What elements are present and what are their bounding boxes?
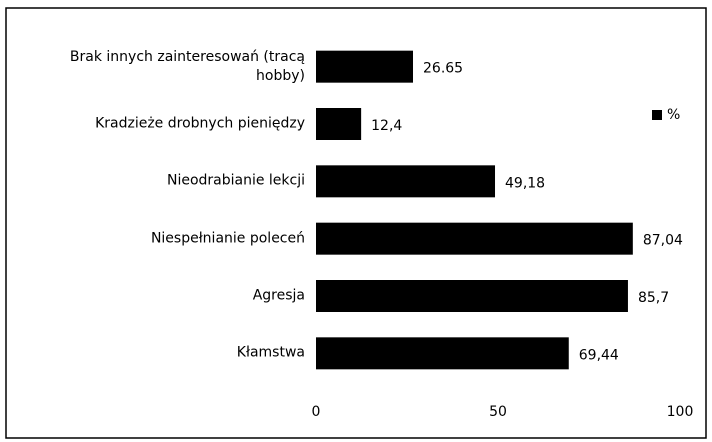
frame [5, 7, 707, 439]
data-label: 12,4 [371, 118, 402, 134]
y-tick-label: Kradzieże drobnych pieniędzy [95, 115, 305, 132]
bar [316, 280, 628, 312]
bar [316, 108, 362, 140]
y-tick-label: Kłamstwa [236, 344, 305, 361]
data-label: 87,04 [643, 233, 683, 249]
data-label: 85,7 [638, 290, 669, 306]
x-tick-label: 100 [667, 404, 694, 420]
legend-swatch [652, 110, 662, 120]
y-tick-label: Niespełnianie poleceń [150, 230, 305, 247]
bar [316, 50, 414, 83]
data-label: 49,18 [505, 175, 545, 191]
bar [316, 337, 569, 370]
data-label: 69,44 [579, 347, 619, 363]
y-tick-label: Nieodrabianie lekcji [166, 172, 305, 189]
bar [316, 222, 633, 255]
x-tick-label: 0 [312, 404, 321, 420]
bar [316, 165, 496, 198]
y-tick-label: Brak innych zainteresowań (tracą hobby) [69, 48, 305, 84]
y-tick-label: Agresja [252, 287, 305, 304]
x-tick-label: 50 [489, 404, 507, 420]
legend-label: % [667, 107, 680, 123]
data-label: 26.65 [423, 61, 463, 77]
